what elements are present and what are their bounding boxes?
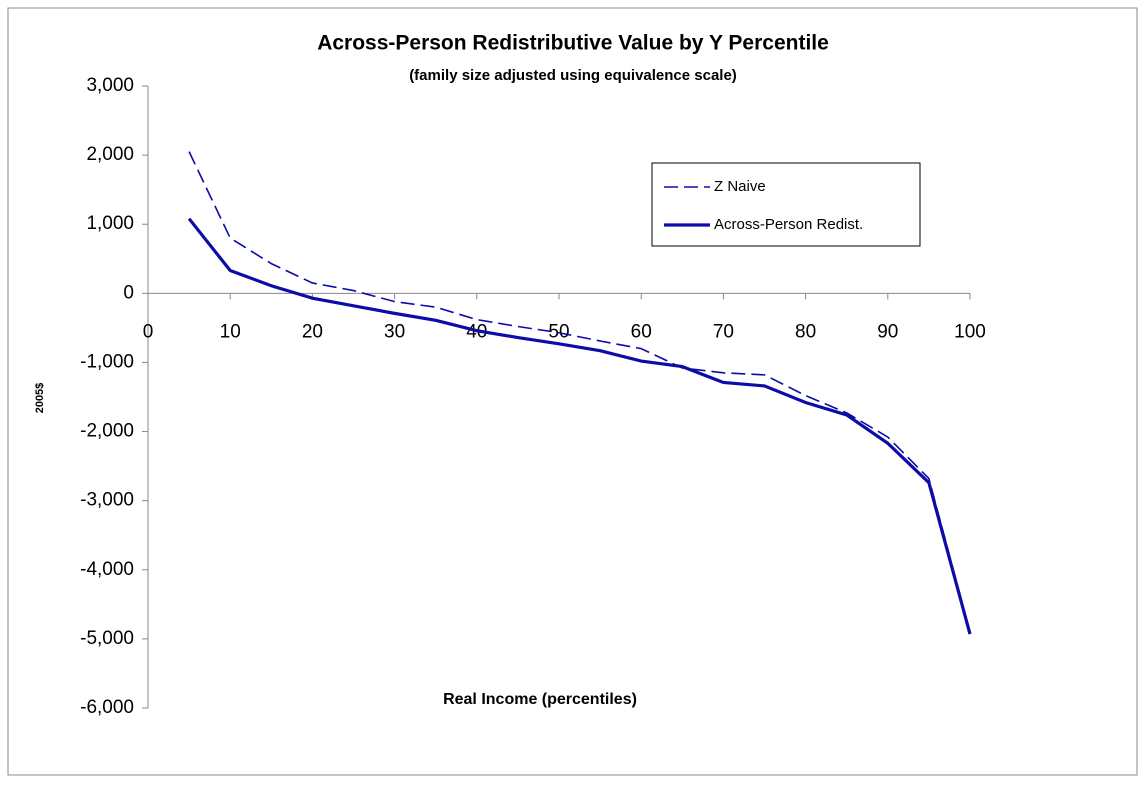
line-series: [187, 217, 972, 635]
x-tick-label: 30: [384, 321, 405, 342]
legend-box: [651, 162, 921, 247]
y-tick-label: 3,000: [86, 75, 134, 96]
x-tick-label: 10: [220, 321, 241, 342]
y-tick-label: -6,000: [80, 697, 134, 718]
y-tick-label: -2,000: [80, 421, 134, 442]
y-tick-label: -1,000: [80, 351, 134, 372]
chart-frame: [7, 7, 1138, 776]
chart-title: Across-Person Redistributive Value by Y …: [317, 32, 829, 55]
line-series: [188, 151, 971, 633]
y-tick-label: 2,000: [86, 144, 134, 165]
x-tick-label: 20: [302, 321, 323, 342]
legend-label: Z Naive: [714, 178, 766, 195]
y-tick-label: 0: [123, 282, 134, 303]
y-tick-label: -5,000: [80, 628, 134, 649]
x-tick-label: 60: [631, 321, 652, 342]
y-tick-label: -4,000: [80, 559, 134, 580]
x-tick-label: 70: [713, 321, 734, 342]
x-tick-label: 90: [877, 321, 898, 342]
chart-subtitle: (family size adjusted using equivalence …: [409, 67, 737, 84]
legend-label: Across-Person Redist.: [714, 216, 863, 233]
x-axis-label: Real Income (percentiles): [443, 691, 637, 708]
y-axis-label: 2005$: [34, 383, 46, 414]
x-tick-label: 50: [548, 321, 569, 342]
x-tick-label: 100: [954, 321, 986, 342]
x-tick-label: 0: [143, 321, 154, 342]
y-tick-label: -3,000: [80, 490, 134, 511]
x-tick-label: 80: [795, 321, 816, 342]
y-tick-label: 1,000: [86, 213, 134, 234]
